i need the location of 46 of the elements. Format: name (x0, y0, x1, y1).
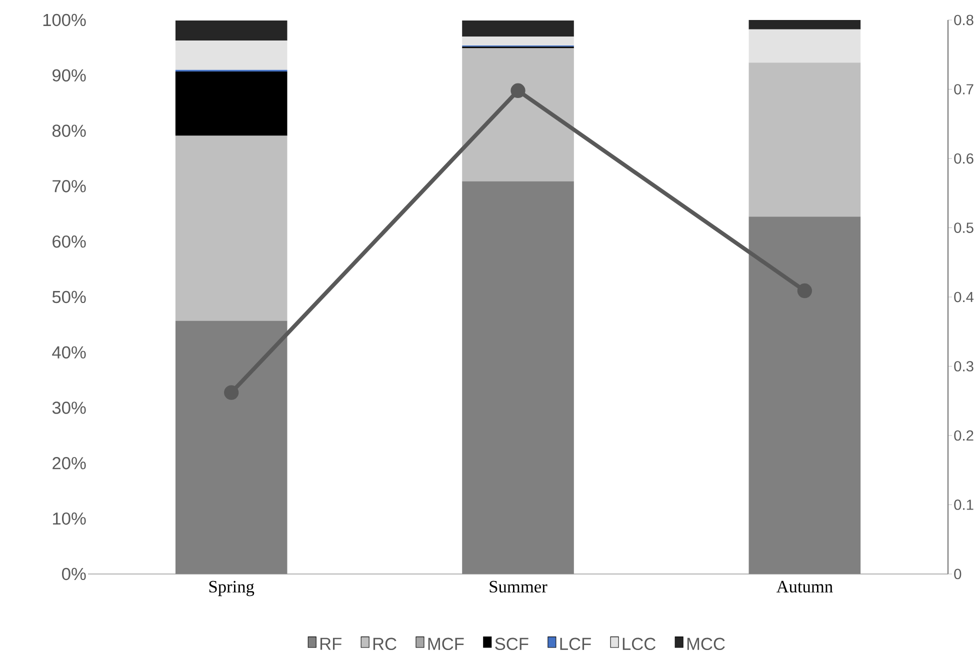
x-tick-label: Summer (490, 580, 548, 593)
legend-label: MCC (687, 638, 725, 650)
legend-label: RC (373, 638, 396, 650)
y-tick-label: 80% (52, 124, 86, 137)
bar (175, 320, 288, 574)
y2-tick-label: 0.5 (954, 222, 974, 233)
bar (462, 48, 574, 182)
legend-label: MCF (428, 638, 464, 650)
y2-tick-label: 0.4 (954, 292, 974, 302)
bar (748, 20, 861, 30)
y-tick-label: 10% (53, 512, 86, 525)
y-tick-label: 0% (62, 568, 86, 580)
legend-label: LCF (560, 638, 591, 650)
bar (462, 20, 574, 37)
y2-tick-label: 0.3 (954, 361, 974, 372)
x-tick-label: Autumn (776, 580, 833, 593)
bar (175, 40, 288, 70)
bar (462, 36, 574, 46)
y-tick-label: 100% (43, 14, 86, 26)
bar (462, 181, 574, 574)
bar (175, 72, 288, 136)
bar (175, 136, 288, 321)
y2-tick-label: 0.2 (954, 430, 974, 441)
bar (748, 62, 861, 217)
legend-label: SCF (495, 638, 528, 650)
y-tick-label: 50% (52, 290, 86, 304)
y-tick-label: 90% (52, 69, 86, 82)
point (797, 283, 812, 298)
y2-tick-label: 0.8 (954, 14, 974, 26)
y2-tick-label: 0 (954, 568, 962, 580)
y-tick-label: 20% (52, 457, 86, 470)
y-tick-label: 40% (52, 346, 86, 359)
point (224, 385, 239, 400)
y-tick-label: 70% (52, 180, 86, 192)
y-tick-label: 60% (52, 235, 86, 248)
y2-tick-label: 0.7 (954, 84, 974, 94)
bar (748, 216, 861, 574)
y-tick-label: 30% (52, 402, 86, 414)
point (510, 83, 526, 98)
bar (748, 29, 861, 63)
y2-tick-label: 0.1 (954, 500, 974, 510)
y2-tick-label: 0.6 (954, 153, 974, 164)
x-tick-label: Spring (209, 580, 254, 596)
bar (175, 20, 288, 40)
legend-label: RF (320, 638, 342, 650)
legend-label: LCC (622, 638, 656, 650)
